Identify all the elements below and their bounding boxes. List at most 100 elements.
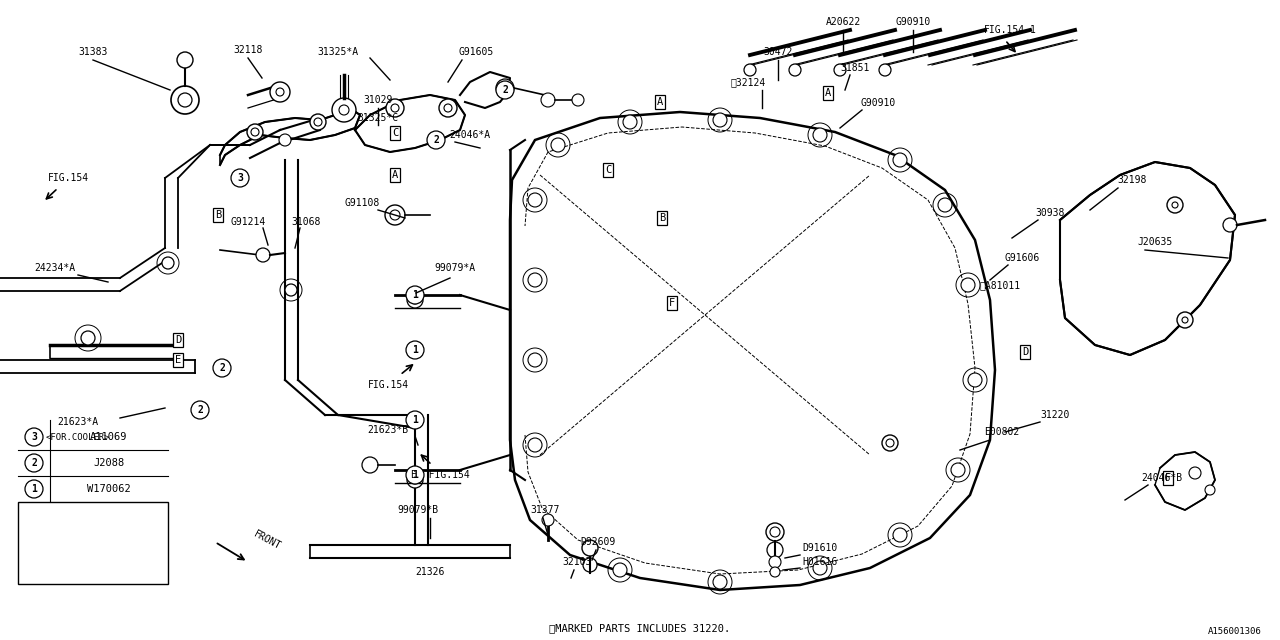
Text: C: C <box>605 165 611 175</box>
Circle shape <box>191 401 209 419</box>
Circle shape <box>771 527 780 537</box>
Circle shape <box>439 99 457 117</box>
Circle shape <box>411 296 419 304</box>
Text: 2: 2 <box>502 85 508 95</box>
Circle shape <box>497 79 515 97</box>
Circle shape <box>582 558 596 572</box>
Text: 99079*A: 99079*A <box>434 263 476 273</box>
Text: 31220: 31220 <box>1041 410 1070 420</box>
Circle shape <box>26 480 44 498</box>
Text: J2088: J2088 <box>93 458 124 468</box>
Text: A156001306: A156001306 <box>1208 627 1262 637</box>
Polygon shape <box>1155 452 1215 510</box>
Text: B: B <box>659 213 666 223</box>
Circle shape <box>788 64 801 76</box>
Circle shape <box>813 128 827 142</box>
Text: E00802: E00802 <box>984 427 1020 437</box>
Circle shape <box>314 118 323 126</box>
Circle shape <box>550 138 564 152</box>
Text: 24234*A: 24234*A <box>35 263 76 273</box>
Circle shape <box>1178 312 1193 328</box>
Circle shape <box>1181 317 1188 323</box>
Circle shape <box>310 114 326 130</box>
Text: G90910: G90910 <box>896 17 931 27</box>
Circle shape <box>177 52 193 68</box>
Circle shape <box>26 454 44 472</box>
Text: 31851: 31851 <box>840 63 869 73</box>
Text: F: F <box>669 298 675 308</box>
Circle shape <box>251 128 259 136</box>
Circle shape <box>882 435 899 451</box>
Text: FIG.154-1: FIG.154-1 <box>983 25 1037 35</box>
Circle shape <box>769 556 781 568</box>
Text: 24046*A: 24046*A <box>449 130 490 140</box>
Circle shape <box>613 563 627 577</box>
Circle shape <box>529 438 541 452</box>
Circle shape <box>407 412 422 428</box>
Text: <FOR.COOLER>: <FOR.COOLER> <box>46 433 110 442</box>
Text: 32118: 32118 <box>233 45 262 55</box>
Text: D: D <box>1021 347 1028 357</box>
Text: A: A <box>824 88 831 98</box>
Circle shape <box>1172 202 1178 208</box>
Text: ※MARKED PARTS INCLUDES 31220.: ※MARKED PARTS INCLUDES 31220. <box>549 623 731 633</box>
Text: F: F <box>1165 473 1171 483</box>
Text: 2: 2 <box>197 405 204 415</box>
Text: 1: 1 <box>412 290 419 300</box>
Text: 21623*B: 21623*B <box>367 425 408 435</box>
Polygon shape <box>355 95 465 152</box>
Text: 2: 2 <box>433 135 439 145</box>
Circle shape <box>572 94 584 106</box>
Circle shape <box>767 542 783 558</box>
Text: A11069: A11069 <box>91 432 128 442</box>
Circle shape <box>1189 467 1201 479</box>
Text: G90910: G90910 <box>860 98 896 108</box>
Circle shape <box>270 82 291 102</box>
Circle shape <box>529 193 541 207</box>
Circle shape <box>163 257 174 269</box>
Circle shape <box>879 64 891 76</box>
Circle shape <box>529 273 541 287</box>
Text: 31325*C: 31325*C <box>357 113 398 123</box>
Circle shape <box>886 439 893 447</box>
Circle shape <box>178 93 192 107</box>
Circle shape <box>529 353 541 367</box>
Text: 1: 1 <box>412 470 419 480</box>
Circle shape <box>406 341 424 359</box>
Circle shape <box>407 292 422 308</box>
Circle shape <box>623 115 637 129</box>
Polygon shape <box>1060 162 1235 355</box>
Circle shape <box>813 561 827 575</box>
Circle shape <box>835 64 846 76</box>
Text: 30472: 30472 <box>763 47 792 57</box>
Text: 32103: 32103 <box>562 557 591 567</box>
Text: ※32124: ※32124 <box>731 77 765 87</box>
Circle shape <box>390 210 401 220</box>
Text: J20635: J20635 <box>1138 237 1172 247</box>
Circle shape <box>1204 485 1215 495</box>
Circle shape <box>407 342 422 358</box>
Text: A: A <box>392 170 398 180</box>
Text: D: D <box>175 335 182 345</box>
Text: 1: 1 <box>31 484 37 494</box>
Circle shape <box>411 416 419 424</box>
Circle shape <box>1167 197 1183 213</box>
Circle shape <box>172 86 198 114</box>
Circle shape <box>406 411 424 429</box>
Circle shape <box>212 359 230 377</box>
Text: 32198: 32198 <box>1117 175 1147 185</box>
Circle shape <box>285 284 297 296</box>
Text: 2: 2 <box>219 363 225 373</box>
Circle shape <box>390 104 399 112</box>
Text: 1: 1 <box>412 415 419 425</box>
Circle shape <box>968 373 982 387</box>
Circle shape <box>497 81 515 99</box>
Circle shape <box>938 198 952 212</box>
Circle shape <box>411 346 419 354</box>
Text: 3: 3 <box>237 173 243 183</box>
Circle shape <box>407 472 422 488</box>
Text: G91606: G91606 <box>1005 253 1039 263</box>
Circle shape <box>230 169 250 187</box>
Text: 31377: 31377 <box>530 505 559 515</box>
Circle shape <box>444 104 452 112</box>
